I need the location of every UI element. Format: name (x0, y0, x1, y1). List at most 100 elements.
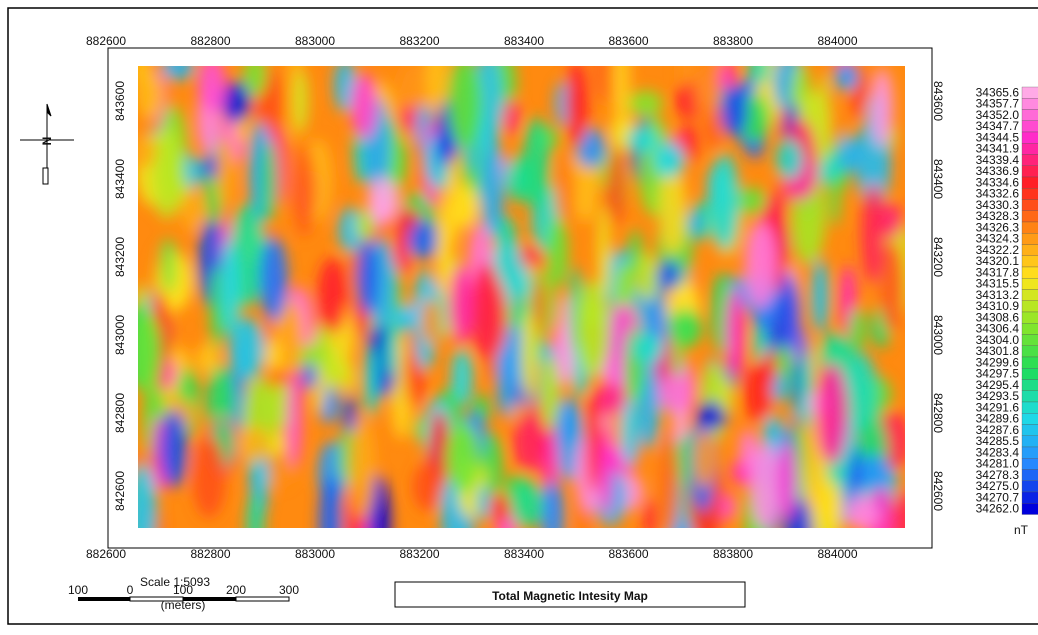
field-blob (871, 68, 893, 147)
legend-swatch (1022, 222, 1038, 233)
field-blob (627, 127, 658, 153)
scale-unit: (meters) (161, 598, 206, 612)
field-blob (318, 258, 348, 333)
field-blob (835, 63, 859, 91)
x-tick-label-top: 882600 (86, 34, 126, 48)
legend-swatch (1022, 233, 1038, 244)
legend-swatch (1022, 256, 1038, 267)
legend-swatch (1022, 425, 1038, 436)
legend-swatch (1022, 87, 1038, 98)
field-blob (392, 306, 415, 331)
legend-swatch (1022, 98, 1038, 109)
legend-swatch (1022, 447, 1038, 458)
scale-label: 100 (68, 583, 88, 597)
y-tick-label-right: 843000 (931, 315, 945, 355)
field-blob (181, 189, 204, 232)
field-blob (632, 333, 663, 363)
field-blob (776, 139, 803, 179)
x-tick-label-top: 883000 (295, 34, 335, 48)
field-blob (365, 346, 379, 417)
field-blob (510, 481, 544, 528)
legend-swatch (1022, 380, 1038, 391)
scale-label: 200 (226, 583, 246, 597)
field-blob (471, 263, 502, 359)
y-tick-label-left: 842600 (113, 471, 127, 511)
scale-label: 300 (279, 583, 299, 597)
y-tick-label-left: 843400 (113, 159, 127, 199)
field-blob (152, 126, 182, 219)
y-tick-label-left: 843200 (113, 237, 127, 277)
field-blob (659, 164, 686, 253)
legend-swatch (1022, 436, 1038, 447)
legend-swatch (1022, 278, 1038, 289)
field-blob (811, 260, 829, 333)
field-blob (657, 260, 681, 289)
legend-swatch (1022, 470, 1038, 481)
field-blob (265, 339, 282, 372)
field-blob (606, 150, 624, 226)
y-tick-label-right: 842600 (931, 471, 945, 511)
legend-swatch (1022, 211, 1038, 222)
field-blob (816, 481, 842, 525)
field-blob (287, 373, 302, 468)
field-blob (413, 463, 443, 511)
field-blob (356, 240, 377, 314)
x-tick-label-bottom: 884000 (817, 547, 857, 561)
field-blob (523, 117, 550, 209)
field-blob (504, 98, 520, 136)
legend-swatch (1022, 301, 1038, 312)
field-blob (555, 154, 576, 224)
legend-swatch (1022, 346, 1038, 357)
field-blob (601, 424, 614, 517)
field-blob (220, 241, 241, 336)
field-blob (384, 327, 398, 377)
field-blob (506, 166, 525, 193)
x-tick-label-bottom: 883600 (608, 547, 648, 561)
legend-swatch (1022, 290, 1038, 301)
field-blob (533, 277, 546, 333)
field-blob (301, 364, 317, 390)
field-blob (446, 422, 481, 493)
field-blob (815, 363, 848, 464)
field-blob (513, 412, 547, 472)
field-blob (521, 310, 537, 400)
field-blob (777, 441, 797, 517)
field-blob (849, 308, 866, 351)
field-blob (799, 351, 813, 429)
field-blob (368, 178, 400, 222)
field-blob (858, 455, 890, 490)
field-blob (449, 265, 473, 346)
x-tick-label-top: 883800 (713, 34, 753, 48)
legend-swatch (1022, 335, 1038, 346)
field-blob (694, 430, 715, 489)
field-blob (660, 432, 680, 534)
legend-swatch (1022, 143, 1038, 154)
x-tick-label-top: 884000 (817, 34, 857, 48)
legend-swatch (1022, 177, 1038, 188)
north-label: N (40, 137, 54, 146)
y-tick-label-left: 842800 (113, 393, 127, 433)
field-blob (845, 498, 879, 530)
field-blob (566, 61, 589, 147)
x-tick-label-top: 883200 (399, 34, 439, 48)
x-tick-label-top: 883400 (504, 34, 544, 48)
legend-swatch (1022, 155, 1038, 166)
field-blob (744, 221, 776, 307)
legend-swatch (1022, 492, 1038, 503)
scale-label: 0 (127, 583, 134, 597)
field-blob (689, 210, 701, 237)
legend-swatch (1022, 245, 1038, 256)
field-blob (351, 73, 378, 140)
legend-swatch (1022, 132, 1038, 143)
field-blob (238, 427, 271, 463)
field-blob (162, 237, 174, 293)
y-tick-label-right: 843600 (931, 81, 945, 121)
legend-swatch (1022, 458, 1038, 469)
field-blob (447, 56, 482, 150)
map-figure: N Scale 1:5093 (meters) Total Magnetic I… (0, 0, 1038, 630)
field-blob (628, 90, 662, 116)
field-blob (540, 355, 559, 431)
field-blob (586, 390, 601, 492)
x-tick-label-bottom: 883000 (295, 547, 335, 561)
legend-swatch (1022, 323, 1038, 334)
